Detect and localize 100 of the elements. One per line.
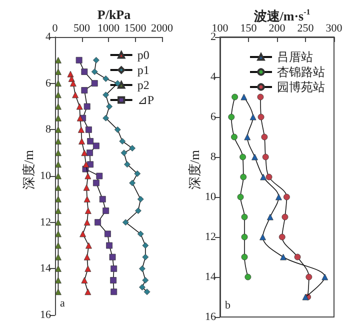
point — [250, 114, 256, 120]
point — [55, 196, 62, 202]
point — [139, 265, 146, 272]
point — [81, 87, 88, 94]
point — [260, 174, 267, 180]
point — [106, 103, 112, 110]
point — [278, 234, 286, 240]
point — [276, 194, 282, 200]
point — [84, 254, 90, 260]
point — [124, 161, 130, 168]
point — [55, 254, 62, 260]
y-tick-label: 12 — [205, 231, 216, 243]
x-tick-label: 250 — [297, 22, 314, 34]
point — [55, 68, 62, 75]
x-tick-label: 1000 — [98, 22, 120, 34]
point — [78, 138, 85, 144]
y-axis-title: 深度/m — [21, 150, 36, 190]
point — [83, 184, 90, 191]
point — [261, 134, 268, 140]
point — [80, 230, 86, 238]
point — [114, 80, 121, 87]
point — [91, 68, 98, 75]
point — [82, 161, 90, 168]
x-tick-label: 300 — [326, 22, 343, 34]
legend-label: p1 — [137, 63, 150, 77]
point — [228, 114, 235, 120]
point — [134, 208, 142, 214]
point — [92, 180, 100, 186]
point — [266, 214, 274, 220]
point — [110, 288, 118, 296]
point — [144, 288, 150, 296]
point — [120, 150, 128, 156]
point — [257, 94, 264, 100]
x-axis-title: P/kPa — [97, 7, 132, 22]
point — [119, 138, 126, 144]
point — [55, 288, 62, 296]
y-tick-label: 8 — [46, 124, 52, 136]
x-tick-label: 150 — [240, 22, 258, 34]
point — [106, 242, 112, 249]
point — [55, 208, 62, 214]
x-tick-label: 2000 — [151, 22, 174, 34]
y-tick-label: 14 — [205, 271, 216, 283]
point — [55, 126, 62, 133]
point — [241, 234, 248, 240]
point — [266, 174, 272, 180]
point — [258, 114, 264, 120]
y-tick-label: 6 — [46, 77, 52, 90]
point — [70, 80, 76, 87]
point — [142, 254, 149, 260]
point — [84, 103, 90, 110]
annotation: a — [60, 298, 65, 310]
y-tick-label: 4 — [210, 71, 216, 83]
point — [91, 80, 98, 87]
point — [81, 68, 88, 75]
x-tick-label: 1500 — [124, 22, 147, 34]
point — [81, 277, 88, 284]
point — [322, 274, 328, 280]
point — [240, 154, 246, 160]
point — [55, 138, 62, 144]
point — [244, 274, 252, 280]
y-tick-label: 6 — [210, 111, 216, 123]
point — [84, 265, 92, 272]
point — [81, 150, 88, 156]
legend-label: 吕厝站 — [277, 50, 313, 64]
point — [241, 214, 248, 220]
point — [55, 184, 62, 191]
point — [252, 154, 258, 160]
point — [139, 284, 146, 290]
point — [94, 219, 101, 226]
point — [84, 288, 92, 296]
y-tick-label: 10 — [40, 170, 52, 182]
y-tick-label: 10 — [205, 191, 216, 203]
point — [55, 80, 62, 87]
y-axis-title: 深度/m — [187, 150, 202, 190]
point — [142, 242, 149, 249]
y-tick-label: 8 — [210, 151, 216, 163]
y-tick-label: 2 — [210, 31, 216, 43]
y-tick-label: 14 — [40, 262, 52, 275]
annotation: b — [225, 300, 231, 312]
point — [241, 254, 248, 260]
point — [137, 230, 144, 238]
point — [244, 134, 251, 140]
point — [102, 76, 110, 82]
point — [55, 103, 62, 110]
y-tick-label: 16 — [40, 309, 52, 321]
point — [102, 92, 110, 98]
point — [55, 219, 62, 226]
point — [92, 142, 100, 150]
point — [294, 254, 301, 260]
point — [84, 208, 92, 214]
point — [87, 138, 94, 144]
point — [104, 230, 111, 238]
point — [240, 94, 248, 100]
point — [76, 56, 82, 64]
point — [240, 174, 247, 180]
point — [137, 196, 144, 202]
point — [86, 126, 92, 133]
point — [129, 145, 136, 152]
point — [78, 126, 84, 133]
point — [110, 265, 118, 272]
